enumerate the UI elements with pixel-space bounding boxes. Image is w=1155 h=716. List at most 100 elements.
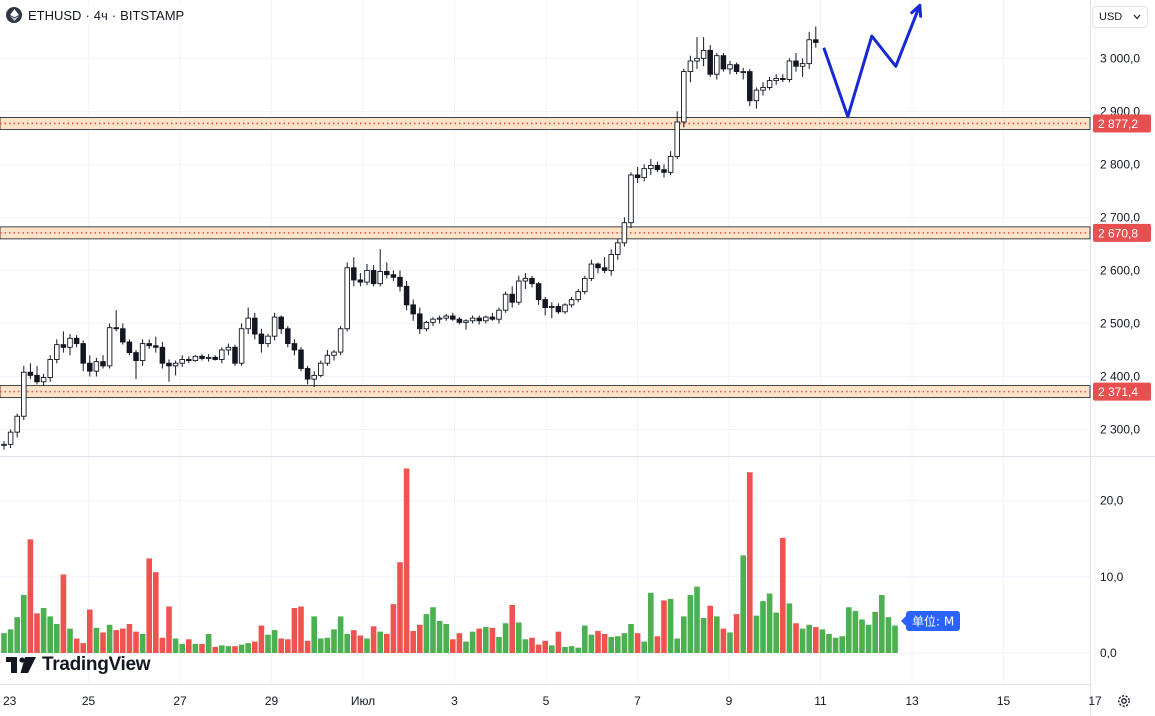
symbol-name: ETHUSD — [28, 7, 82, 23]
candle-body — [476, 317, 482, 322]
volume-bar — [727, 632, 733, 653]
candle-body — [443, 315, 449, 319]
volume-bar — [694, 586, 700, 653]
level-price-badge — [1093, 223, 1151, 242]
volume-bar — [806, 624, 812, 653]
candle-body — [496, 309, 502, 320]
candle-body — [489, 316, 496, 320]
volume-bar — [199, 643, 205, 653]
volume-bar — [621, 633, 628, 653]
candle-body — [265, 335, 271, 345]
candle-body — [786, 60, 793, 80]
candle-body — [93, 361, 100, 372]
candle-body — [793, 60, 799, 67]
volume-bar — [324, 637, 331, 653]
candle-body — [73, 337, 80, 345]
volume-bar — [522, 639, 529, 653]
volume-bar — [516, 622, 522, 653]
support-resistance-levels[interactable] — [0, 117, 1091, 399]
volume-bar — [311, 616, 317, 653]
volume-bar — [535, 644, 542, 653]
exchange-label: BITSTAMP — [120, 7, 185, 23]
volume-bar — [766, 593, 773, 653]
volume-bar — [885, 617, 892, 653]
candle-body — [212, 356, 218, 360]
level-price-label: 2 371,4 — [1098, 385, 1138, 399]
volume-bar — [40, 608, 47, 653]
candle-body — [634, 174, 641, 179]
volume-bar — [542, 640, 548, 653]
volume-bar — [859, 619, 865, 653]
volume-bar — [819, 629, 826, 653]
volume-bar — [47, 616, 53, 653]
volume-bar — [120, 628, 126, 653]
gear-icon[interactable] — [1116, 693, 1132, 709]
x-axis-tick-label: 23 — [3, 694, 17, 708]
candle-body — [417, 313, 423, 330]
volume-bars: 单位: M — [1, 468, 960, 653]
tradingview-logo[interactable]: TradingView — [6, 654, 151, 676]
volume-bar — [337, 616, 344, 653]
volume-bar — [773, 612, 779, 653]
candle-body — [509, 293, 515, 303]
volume-bar — [846, 607, 852, 653]
volume-bar — [87, 609, 93, 653]
volume-bar — [865, 624, 872, 653]
tradingview-mark-icon — [6, 657, 36, 673]
candle-body — [186, 359, 192, 362]
candle-body — [60, 344, 67, 348]
candle-body — [133, 352, 139, 362]
volume-bar — [463, 641, 469, 653]
candle-body — [648, 164, 654, 170]
candle-body — [720, 55, 727, 70]
volume-bar — [100, 632, 106, 653]
chart-axes: 23 25 27 29 Июл 3 5 7 9 11 13 15 173 000,02 900,02 8… — [3, 51, 1140, 708]
volume-bar — [318, 638, 324, 653]
volume-bar — [166, 606, 172, 653]
volume-bar — [7, 629, 14, 653]
volume-bar — [450, 639, 456, 653]
candle-body — [733, 64, 740, 73]
candle-body — [390, 274, 397, 278]
volume-bar — [608, 636, 614, 653]
volume-bar — [265, 634, 271, 653]
volume-bar — [331, 629, 337, 653]
x-axis-tick-label: Июл — [351, 694, 375, 708]
volume-bar — [852, 611, 859, 653]
volume-bar — [443, 624, 449, 653]
symbol-header[interactable]: ETHUSD · 4ч · BITSTAMP — [4, 6, 189, 24]
volume-axis-tick-label: 0,0 — [1100, 646, 1117, 660]
volume-bar — [54, 624, 60, 653]
candle-body — [351, 267, 357, 281]
level-price-label: 2 877,2 — [1098, 117, 1138, 131]
volume-bar — [780, 537, 786, 653]
volume-bar — [417, 624, 423, 653]
volume-bar — [304, 640, 311, 653]
volume-bar — [872, 611, 878, 653]
candle-body — [40, 377, 47, 383]
volume-bar — [681, 616, 687, 653]
price-axis-tick-label: 2 800,0 — [1100, 157, 1140, 171]
candle-body — [126, 341, 133, 354]
volume-bar — [793, 623, 799, 653]
candle-body — [238, 328, 245, 364]
volume-bar — [258, 625, 265, 653]
candle-body — [139, 343, 146, 362]
currency-selector[interactable]: USD — [1092, 6, 1148, 28]
volume-bar — [159, 637, 166, 653]
candle-body — [205, 356, 212, 359]
candle-body — [80, 343, 86, 364]
level-price-badge — [1093, 382, 1151, 401]
candle-body — [516, 280, 522, 303]
volume-bar — [1, 633, 7, 653]
projection-arrow[interactable] — [822, 3, 923, 119]
volume-bar — [377, 631, 383, 653]
volume-bar — [483, 627, 489, 653]
candle-body — [582, 277, 588, 293]
volume-bar — [430, 607, 436, 653]
volume-bar — [720, 628, 727, 653]
candle-body — [780, 78, 786, 80]
volume-bar — [879, 595, 885, 653]
